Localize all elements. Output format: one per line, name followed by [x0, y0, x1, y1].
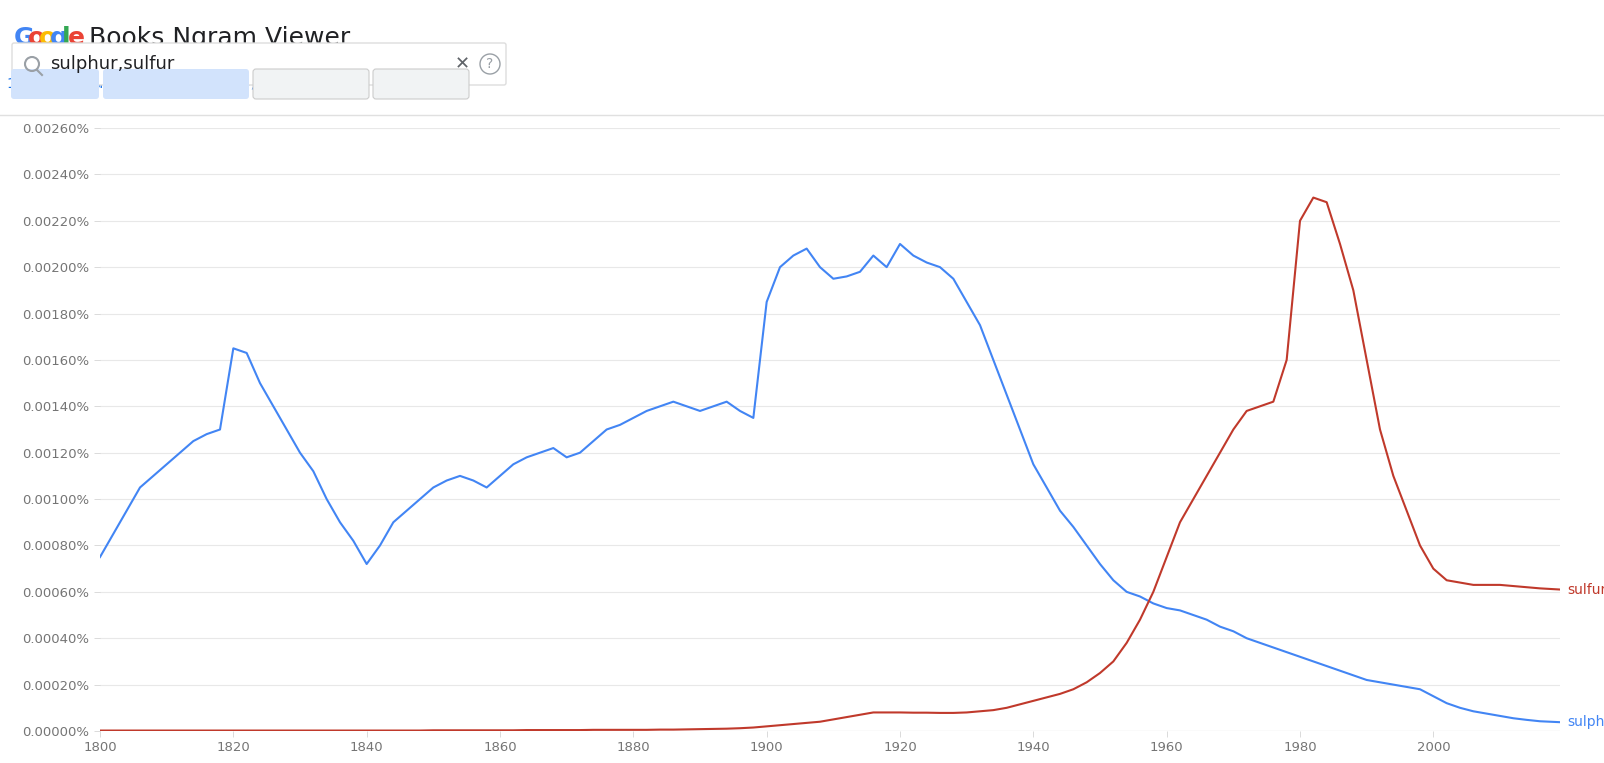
- Text: sulphur,sulfur: sulphur,sulfur: [50, 55, 175, 73]
- Text: g: g: [50, 26, 67, 50]
- Text: Case-Insensitive: Case-Insensitive: [255, 77, 367, 91]
- Text: Smoothing ▾: Smoothing ▾: [379, 77, 464, 91]
- FancyBboxPatch shape: [374, 69, 468, 99]
- Text: ?: ?: [486, 57, 494, 71]
- FancyBboxPatch shape: [253, 69, 369, 99]
- FancyBboxPatch shape: [11, 69, 99, 99]
- Text: ✕: ✕: [456, 55, 470, 73]
- Text: o: o: [27, 26, 45, 50]
- FancyBboxPatch shape: [103, 69, 249, 99]
- Text: l: l: [63, 26, 71, 50]
- Text: sulphur: sulphur: [1567, 715, 1604, 729]
- Text: e: e: [67, 26, 85, 50]
- Text: American English (2019) ▾: American English (2019) ▾: [85, 77, 268, 91]
- Text: G: G: [14, 26, 35, 50]
- FancyBboxPatch shape: [11, 43, 505, 85]
- Text: sulfur: sulfur: [1567, 582, 1604, 597]
- Text: Books Ngram Viewer: Books Ngram Viewer: [80, 26, 350, 50]
- Text: o: o: [38, 26, 56, 50]
- Text: 1800 - 2019 ▾: 1800 - 2019 ▾: [8, 77, 103, 91]
